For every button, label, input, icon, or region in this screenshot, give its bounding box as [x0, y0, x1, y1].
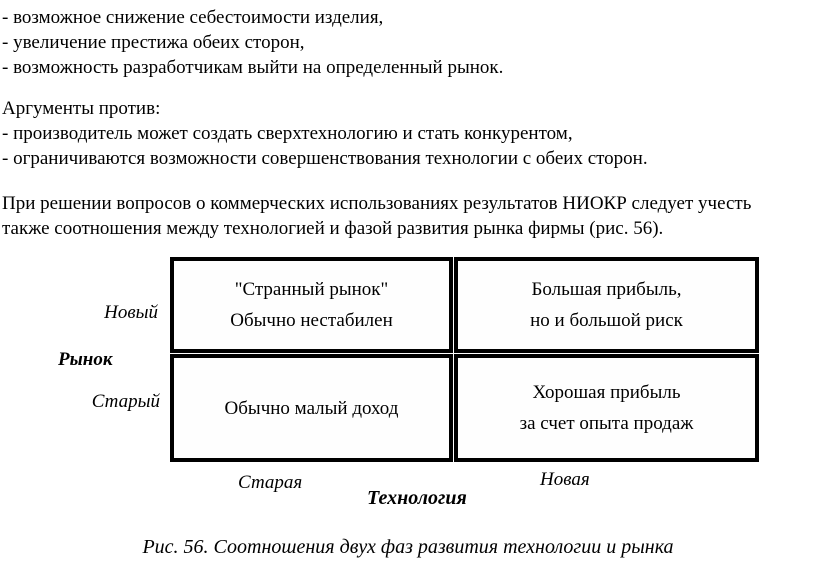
paragraph-line: также соотношения между технологией и фа… [2, 218, 664, 239]
bullet-line: - ограничиваются возможности совершенств… [2, 148, 648, 169]
column-axis-label-technology: Технология [367, 487, 467, 509]
against-header: Аргументы против: [2, 98, 161, 119]
cell-line: Хорошая прибыль [532, 382, 681, 403]
row-axis-label-market: Рынок [58, 349, 113, 370]
cell-line: но и большой риск [530, 310, 683, 331]
column-label-new: Новая [540, 469, 590, 490]
cell-line: Большая прибыль, [531, 279, 682, 300]
row-label-new: Новый [104, 302, 158, 323]
cell-line: Обычно малый доход [224, 397, 399, 419]
pros-bullet-list: - возможное снижение себестоимости издел… [2, 5, 814, 80]
bullet-line: - возможность разработчикам выйти на опр… [2, 57, 504, 78]
matrix-cell-new-market-new-tech: Большая прибыль, но и большой риск [454, 257, 759, 353]
paragraph-line: При решении вопросов о коммерческих испо… [2, 193, 752, 214]
cell-line: за счет опыта продаж [519, 413, 694, 434]
matrix-cell-old-market-new-tech: Хорошая прибыль за счет опыта продаж [454, 354, 759, 462]
figure-caption: Рис. 56. Соотношения двух фаз развития т… [142, 536, 674, 558]
matrix-cell-new-market-old-tech: "Странный рынок" Обычно нестабилен [170, 257, 453, 353]
against-section: Аргументы против: - производитель может … [2, 96, 814, 171]
matrix-cell-old-market-old-tech: Обычно малый доход [170, 354, 453, 462]
cell-line: "Странный рынок" [234, 279, 389, 300]
bullet-line: - увеличение престижа обеих сторон, [2, 32, 305, 53]
body-paragraph: При решении вопросов о коммерческих испо… [2, 191, 814, 241]
row-label-old: Старый [91, 391, 160, 412]
column-label-old: Старая [238, 472, 303, 493]
bullet-line: - возможное снижение себестоимости издел… [2, 7, 384, 28]
matrix-table: "Странный рынок" Обычно нестабилен Больш… [170, 257, 759, 462]
bullet-line: - производитель может создать сверхтехно… [2, 123, 573, 144]
cell-line: Обычно нестабилен [230, 310, 393, 331]
